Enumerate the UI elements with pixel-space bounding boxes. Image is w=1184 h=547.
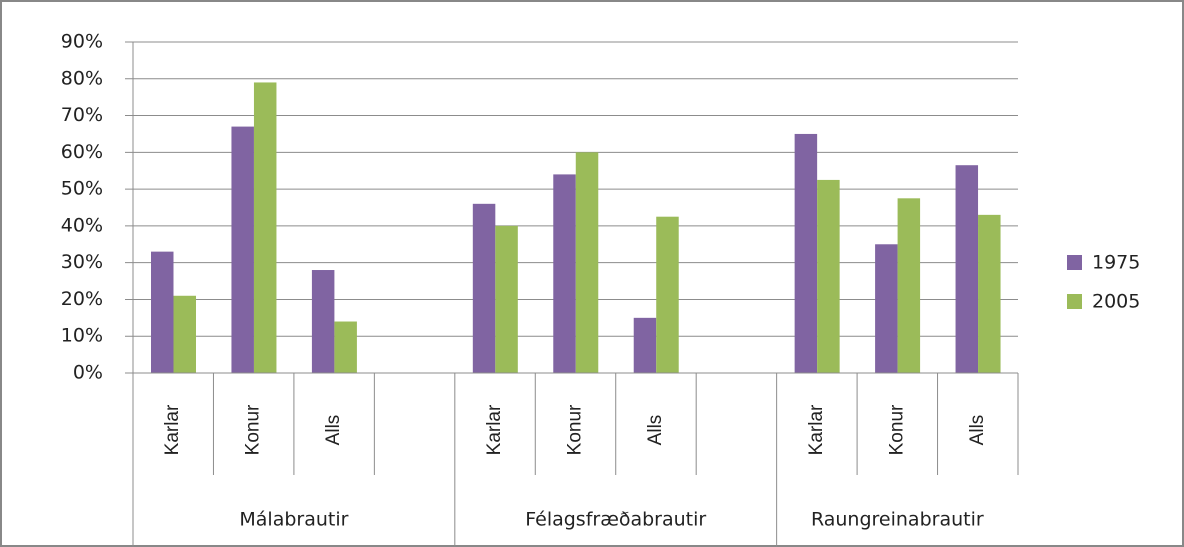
x-tick-label: Alls <box>967 415 988 446</box>
bar <box>817 179 840 373</box>
bar <box>472 203 496 373</box>
group-label: Félagsfræðabrautir <box>525 509 706 531</box>
y-tick-label: 20% <box>61 288 103 310</box>
x-tick-label: Konur <box>886 404 907 455</box>
legend-label: 2005 <box>1092 291 1140 313</box>
x-tick-label: Karlar <box>806 404 827 455</box>
y-tick-label: 30% <box>61 251 103 273</box>
bar <box>334 321 357 373</box>
group-label: Málabrautir <box>239 509 348 531</box>
x-tick-label: Alls <box>323 415 344 446</box>
bar <box>311 270 335 373</box>
x-tick-label: Karlar <box>162 404 183 455</box>
bar <box>794 133 818 373</box>
y-tick-label: 40% <box>61 214 103 236</box>
bar <box>173 295 196 373</box>
bar <box>978 214 1001 373</box>
y-tick-label: 10% <box>61 325 103 347</box>
x-tick-label: Alls <box>645 415 666 446</box>
bar <box>633 317 657 373</box>
x-tick-label: Konur <box>565 404 586 455</box>
legend-swatch <box>1067 294 1082 309</box>
bar <box>875 244 898 373</box>
y-tick-label: 80% <box>61 67 103 89</box>
bar <box>955 165 979 373</box>
x-tick-label: Konur <box>243 404 264 455</box>
bar <box>151 251 174 373</box>
bar <box>553 174 576 373</box>
y-tick-label: 70% <box>61 104 103 126</box>
group-label: Raungreinabrautir <box>811 509 984 531</box>
y-tick-label: 90% <box>61 31 103 53</box>
x-tick-label: Karlar <box>484 404 505 455</box>
bar <box>575 152 599 373</box>
bar <box>656 216 679 373</box>
legend-swatch <box>1067 255 1082 270</box>
y-tick-label: 0% <box>73 362 103 384</box>
bar <box>231 126 254 373</box>
legend-label: 1975 <box>1092 252 1140 274</box>
bar <box>495 225 518 373</box>
y-tick-label: 60% <box>61 141 103 163</box>
bar <box>253 82 277 373</box>
y-tick-label: 50% <box>61 178 103 200</box>
bar <box>897 198 921 373</box>
